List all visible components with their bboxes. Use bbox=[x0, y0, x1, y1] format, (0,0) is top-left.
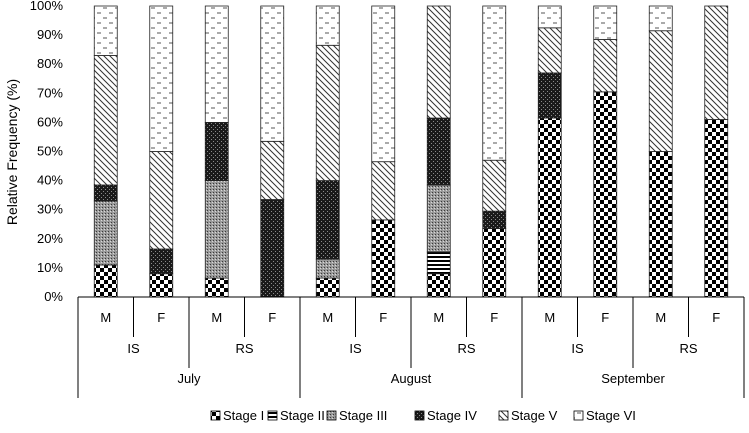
month-label: August bbox=[391, 371, 432, 386]
site-label: RS bbox=[235, 341, 253, 356]
bar-segment-stage-v bbox=[648, 30, 673, 152]
bar-segment-stage-iii bbox=[315, 258, 340, 279]
y-tick-label: 20% bbox=[37, 231, 63, 246]
sex-label: M bbox=[100, 310, 111, 325]
sex-label: M bbox=[211, 310, 222, 325]
legend-swatch bbox=[573, 410, 584, 421]
y-axis: 0% 10% 20% 30% 40% 50% 60% 70% 80% 90% 100% bbox=[30, 0, 64, 304]
y-tick-label: 10% bbox=[37, 260, 63, 275]
sex-label: F bbox=[157, 310, 165, 325]
bar-segment-stage-iv bbox=[482, 210, 507, 230]
y-tick-label: 70% bbox=[37, 85, 63, 100]
y-tick-label: 30% bbox=[37, 202, 63, 217]
sex-label: F bbox=[490, 310, 498, 325]
bar-segment-stage-i bbox=[648, 151, 673, 298]
site-label: IS bbox=[127, 341, 140, 356]
bar-segment-stage-iii bbox=[204, 180, 229, 279]
bar-segment-stage-i bbox=[482, 228, 507, 298]
bar-segment-stage-iv bbox=[260, 199, 285, 298]
sex-label: F bbox=[601, 310, 609, 325]
legend-swatch bbox=[326, 410, 337, 421]
y-tick-label: 100% bbox=[30, 0, 64, 13]
bar-segment-stage-vi bbox=[204, 5, 229, 123]
bar-segment-stage-vi bbox=[371, 5, 396, 163]
bar-segment-stage-v bbox=[260, 140, 285, 200]
bar-segment-stage-iv bbox=[149, 248, 174, 275]
bar-segment-stage-vi bbox=[648, 5, 673, 32]
bar-segment-stage-i bbox=[315, 277, 340, 298]
bar-segment-stage-vi bbox=[149, 5, 174, 152]
sex-label: F bbox=[379, 310, 387, 325]
legend-swatch bbox=[267, 410, 278, 421]
legend-label: Stage VI bbox=[586, 408, 636, 423]
y-tick-label: 60% bbox=[37, 114, 63, 129]
bar-segment-stage-vi bbox=[315, 5, 340, 46]
sex-label: M bbox=[322, 310, 333, 325]
bar-segment-stage-v bbox=[93, 55, 118, 186]
bar-segment-stage-v bbox=[704, 5, 729, 120]
legend-label: Stage III bbox=[339, 408, 387, 423]
month-label: September bbox=[601, 371, 665, 386]
sex-label: M bbox=[544, 310, 555, 325]
bar-segment-stage-v bbox=[315, 44, 340, 182]
sex-label: F bbox=[712, 310, 720, 325]
x-axis-table: M F M F M F M F M F M F IS RS IS RS IS RS July August Septem… bbox=[77, 296, 745, 398]
bar-segment-stage-vi bbox=[93, 5, 118, 56]
y-tick-label: 80% bbox=[37, 56, 63, 71]
y-tick-label: 90% bbox=[37, 27, 63, 42]
bar-segment-stage-iv bbox=[93, 184, 118, 202]
legend-swatch bbox=[210, 410, 221, 421]
bars-group bbox=[93, 5, 729, 298]
site-label: IS bbox=[349, 341, 362, 356]
legend-label: Stage IV bbox=[427, 408, 477, 423]
bar-segment-stage-iii bbox=[93, 200, 118, 266]
bar-segment-stage-i bbox=[537, 117, 562, 298]
bar-segment-stage-i bbox=[593, 91, 618, 298]
bar-segment-stage-i bbox=[704, 119, 729, 298]
bar-segment-stage-i bbox=[371, 219, 396, 298]
legend-swatch bbox=[498, 410, 509, 421]
legend-label: Stage I bbox=[223, 408, 264, 423]
bar-segment-stage-i bbox=[93, 264, 118, 298]
bar-segment-stage-ii bbox=[426, 251, 451, 275]
site-label: RS bbox=[679, 341, 697, 356]
bar-segment-stage-v bbox=[593, 39, 618, 93]
legend: Stage I Stage II Stage III Stage IV Stage V S… bbox=[210, 408, 636, 423]
sex-label: M bbox=[433, 310, 444, 325]
sex-label: M bbox=[655, 310, 666, 325]
bar-segment-stage-v bbox=[371, 161, 396, 221]
y-tick-label: 0% bbox=[44, 289, 63, 304]
sex-label: F bbox=[268, 310, 276, 325]
bar-segment-stage-vi bbox=[260, 5, 285, 142]
bar-segment-stage-iv bbox=[426, 117, 451, 186]
bar-segment-stage-i bbox=[149, 273, 174, 298]
bar-segment-stage-i bbox=[426, 273, 451, 298]
bar-segment-stage-iv bbox=[204, 122, 229, 182]
site-label: IS bbox=[571, 341, 584, 356]
y-tick-label: 40% bbox=[37, 173, 63, 188]
site-label: RS bbox=[457, 341, 475, 356]
bar-segment-stage-iv bbox=[537, 72, 562, 119]
bar-segment-stage-vi bbox=[537, 5, 562, 29]
month-label: July bbox=[177, 371, 201, 386]
y-tick-label: 50% bbox=[37, 144, 63, 159]
bar-segment-stage-v bbox=[537, 27, 562, 74]
bar-segment-stage-v bbox=[426, 5, 451, 119]
bar-segment-stage-iii bbox=[426, 184, 451, 253]
bar-segment-stage-iv bbox=[315, 180, 340, 260]
y-axis-title: Relative Frequency (%) bbox=[4, 79, 20, 225]
legend-swatch bbox=[414, 410, 425, 421]
bar-segment-stage-vi bbox=[593, 5, 618, 40]
bar-segment-stage-v bbox=[482, 159, 507, 212]
bar-segment-stage-i bbox=[204, 277, 229, 298]
legend-label: Stage V bbox=[511, 408, 558, 423]
bar-segment-stage-vi bbox=[482, 5, 507, 161]
legend-label: Stage II bbox=[280, 408, 325, 423]
bar-segment-stage-v bbox=[149, 151, 174, 250]
